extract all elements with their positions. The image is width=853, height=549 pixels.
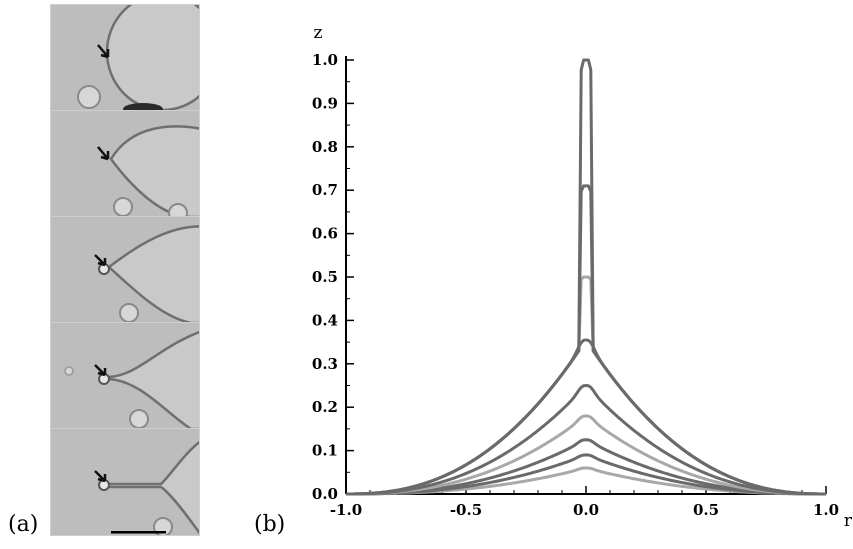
profile-curve-9 (346, 58, 826, 496)
photo-frame-2 (50, 110, 200, 218)
y-tick-label: 0.6 (312, 225, 338, 243)
y-axis-label: z (314, 23, 323, 43)
y-tick-label: 1.0 (312, 51, 338, 69)
profile-curve-3 (346, 438, 826, 496)
photo-frame-2-image (51, 111, 199, 217)
photo-frame-1 (50, 4, 200, 112)
x-tick-label: -1.0 (330, 501, 362, 519)
x-axis-label: r (844, 511, 853, 531)
photo-frame-4-image (51, 323, 199, 429)
photo-sequence-panel: (a) (0, 0, 250, 545)
y-tick-label: 0.1 (312, 442, 338, 460)
profile-plot-panel: 0.0 0.1 0.2 0.3 0.4 0.5 0.6 0.7 0.8 0.9 1.0 -1.0 -0.… (250, 0, 853, 545)
photo-frame-1-image (51, 5, 199, 111)
profile-chart: 0.0 0.1 0.2 0.3 0.4 0.5 0.6 0.7 0.8 0.9 1.0 -1.0 -0.… (312, 23, 853, 531)
x-tick-label: 1.0 (813, 501, 839, 519)
y-tick-label: 0.2 (312, 398, 338, 416)
chart-curves (346, 58, 826, 496)
y-tick-label: 0.3 (312, 355, 338, 373)
y-tick-label: 0.7 (312, 181, 338, 199)
y-tick-label: 0.5 (312, 268, 338, 286)
x-tick-label: -0.5 (450, 501, 482, 519)
photo-frame-4 (50, 322, 200, 430)
photo-frame-5 (50, 428, 200, 536)
y-tick-label: 0.9 (312, 94, 338, 112)
profile-curve-5 (346, 384, 826, 496)
panel-a-label: (a) (8, 512, 39, 537)
photo-frame-3 (50, 216, 200, 324)
y-tick-label: 0.4 (312, 311, 338, 329)
profile-curve-4 (346, 414, 826, 496)
chart-axes: 0.0 0.1 0.2 0.3 0.4 0.5 0.6 0.7 0.8 0.9 1.0 -1.0 -0.… (312, 23, 853, 531)
photo-frame-3-image (51, 217, 199, 323)
x-tick-label: 0.5 (693, 501, 719, 519)
x-tick-label: 0.0 (573, 501, 599, 519)
y-tick-label: 0.8 (312, 138, 338, 156)
photo-frame-5-image (51, 429, 199, 535)
y-tick-label: 0.0 (312, 485, 338, 503)
panel-b-label: (b) (254, 512, 286, 537)
